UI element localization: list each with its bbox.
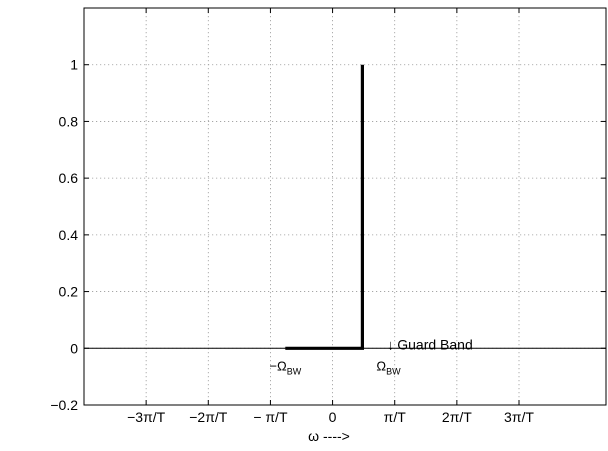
ticks: −3π/T −2π/T − π/T 0 π/T 2π/T 3π/T −0.2 0 0.2 0.4 0.… <box>50 8 606 425</box>
annotation-omega-bw: ΩBW <box>376 358 401 376</box>
plot-frame <box>83 7 607 406</box>
x-axis-label: ω ----> <box>308 428 350 444</box>
series-layer <box>285 64 364 350</box>
x-tick-label: −2π/T <box>189 409 228 425</box>
x-tick-label: 0 <box>329 409 337 425</box>
y-tick-label: 0.4 <box>59 227 79 243</box>
annotation-neg-omega-main: −Ω <box>269 358 287 373</box>
y-tick-label: 0.2 <box>59 284 79 300</box>
annotations: −ΩBW ΩBW ↓ Guard Band <box>269 336 472 376</box>
x-tick-label: −3π/T <box>127 409 166 425</box>
grid <box>84 8 606 406</box>
x-tick-label: π/T <box>384 409 407 425</box>
annotation-neg-omega-sub: BW <box>287 366 302 376</box>
y-tick-label: 0.8 <box>59 113 79 129</box>
y-tick-label: 0.6 <box>59 170 79 186</box>
annotation-guard-band: ↓ Guard Band <box>387 336 473 352</box>
y-tick-label: −0.2 <box>50 397 78 413</box>
x-tick-label: 3π/T <box>504 409 534 425</box>
annotation-guard-band-text: Guard Band <box>397 336 473 352</box>
annotation-neg-omega-bw: −ΩBW <box>269 358 301 376</box>
annotation-omega-main: Ω <box>376 358 386 373</box>
annotation-omega-sub: BW <box>386 366 401 376</box>
down-arrow-icon: ↓ <box>387 336 394 352</box>
y-tick-label: 0 <box>70 340 78 356</box>
x-tick-label: − π/T <box>253 409 288 425</box>
x-tick-label: 2π/T <box>442 409 472 425</box>
y-tick-label: 1 <box>70 57 78 73</box>
series-line <box>285 64 364 350</box>
